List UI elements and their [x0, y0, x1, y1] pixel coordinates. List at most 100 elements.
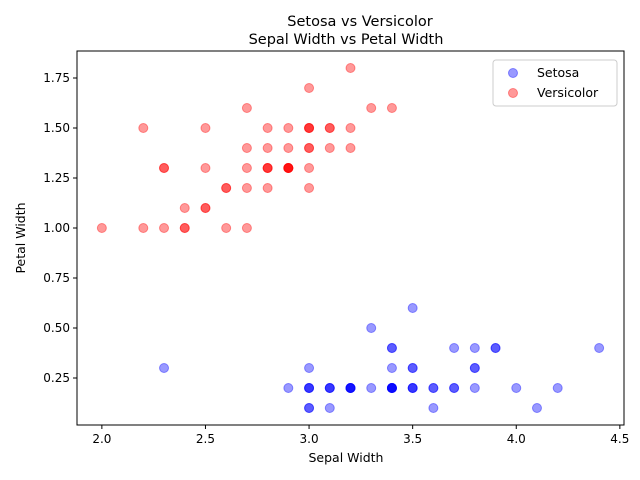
- data-point-versicolor: [241, 143, 252, 153]
- data-point-setosa: [345, 383, 356, 393]
- data-point-setosa: [386, 343, 397, 353]
- x-tick-label: 4.5: [610, 432, 629, 446]
- data-point-setosa: [407, 363, 418, 373]
- data-point-setosa: [324, 403, 335, 413]
- data-point-setosa: [304, 383, 315, 393]
- data-point-versicolor: [241, 163, 252, 173]
- data-point-setosa: [345, 383, 356, 393]
- data-point-versicolor: [200, 163, 211, 173]
- data-point-versicolor: [304, 143, 315, 153]
- data-point-versicolor: [345, 63, 356, 73]
- data-point-versicolor: [304, 143, 315, 153]
- data-point-setosa: [324, 383, 335, 393]
- data-point-versicolor: [324, 143, 335, 153]
- data-point-versicolor: [262, 163, 273, 173]
- data-point-setosa: [304, 403, 315, 413]
- data-point-versicolor: [221, 183, 232, 193]
- data-point-setosa: [366, 323, 377, 333]
- data-point-setosa: [386, 383, 397, 393]
- data-point-setosa: [449, 383, 460, 393]
- data-point-versicolor: [241, 223, 252, 233]
- series-versicolor: [96, 63, 397, 233]
- data-point-setosa: [386, 383, 397, 393]
- data-point-versicolor: [304, 83, 315, 93]
- plot-frame: [76, 50, 625, 426]
- data-point-versicolor: [304, 183, 315, 193]
- data-point-versicolor: [262, 143, 273, 153]
- data-point-versicolor: [262, 163, 273, 173]
- data-point-versicolor: [283, 163, 294, 173]
- data-point-versicolor: [304, 123, 315, 133]
- data-point-versicolor: [345, 143, 356, 153]
- data-point-versicolor: [304, 163, 315, 173]
- x-axis-label: Sepal Width: [309, 450, 384, 465]
- ticks-layer: 2.0 2.5 3.0 3.5 4.0 4.5 0.25 0.50 0.75 1.00 1.25 1.…: [43, 71, 629, 446]
- data-point-setosa: [324, 383, 335, 393]
- data-point-versicolor: [179, 223, 190, 233]
- data-point-versicolor: [200, 203, 211, 213]
- data-point-versicolor: [221, 183, 232, 193]
- data-point-setosa: [283, 383, 294, 393]
- data-point-versicolor: [241, 103, 252, 113]
- data-point-versicolor: [324, 123, 335, 133]
- data-point-versicolor: [386, 103, 397, 113]
- data-point-setosa: [386, 383, 397, 393]
- x-tick-label: 3.5: [403, 432, 422, 446]
- data-point-setosa: [386, 383, 397, 393]
- data-point-versicolor: [200, 203, 211, 213]
- data-point-setosa: [386, 363, 397, 373]
- data-point-setosa: [324, 383, 335, 393]
- data-point-versicolor: [159, 163, 170, 173]
- y-tick-label: 1.50: [43, 121, 70, 135]
- data-point-setosa: [449, 383, 460, 393]
- y-tick-label: 1.25: [43, 171, 70, 185]
- legend-label-versicolor: Versicolor: [537, 85, 599, 100]
- data-point-setosa: [531, 403, 542, 413]
- data-point-setosa: [428, 383, 439, 393]
- data-point-setosa: [428, 403, 439, 413]
- data-point-setosa: [345, 383, 356, 393]
- data-point-versicolor: [96, 223, 107, 233]
- data-point-versicolor: [283, 163, 294, 173]
- x-tick-label: 3.0: [300, 432, 319, 446]
- data-point-setosa: [407, 383, 418, 393]
- data-point-versicolor: [283, 143, 294, 153]
- data-point-versicolor: [283, 163, 294, 173]
- y-tick-label: 1.00: [43, 221, 70, 235]
- data-point-setosa: [594, 343, 605, 353]
- data-point-versicolor: [366, 103, 377, 113]
- data-point-versicolor: [241, 183, 252, 193]
- data-point-setosa: [428, 383, 439, 393]
- y-axis-label: Petal Width: [13, 202, 28, 273]
- data-point-setosa: [366, 383, 377, 393]
- x-tick-label: 4.0: [507, 432, 526, 446]
- data-point-versicolor: [138, 223, 149, 233]
- data-point-versicolor: [283, 163, 294, 173]
- data-point-setosa: [304, 383, 315, 393]
- data-point-setosa: [159, 363, 170, 373]
- data-point-setosa: [304, 383, 315, 393]
- data-point-versicolor: [179, 223, 190, 233]
- legend: Setosa Versicolor: [492, 59, 618, 107]
- chart-subtitle: Sepal Width vs Petal Width: [249, 32, 444, 48]
- data-point-setosa: [469, 363, 480, 373]
- data-point-versicolor: [283, 163, 294, 173]
- data-point-setosa: [407, 383, 418, 393]
- data-point-setosa: [511, 383, 522, 393]
- data-point-versicolor: [283, 123, 294, 133]
- data-point-setosa: [386, 383, 397, 393]
- x-tick-label: 2.0: [92, 432, 111, 446]
- data-point-setosa: [469, 383, 480, 393]
- data-point-setosa: [490, 343, 501, 353]
- data-point-versicolor: [262, 163, 273, 173]
- data-point-setosa: [345, 383, 356, 393]
- chart-title: Setosa vs Versicolor: [287, 14, 432, 30]
- legend-box: [492, 59, 618, 107]
- data-point-setosa: [407, 383, 418, 393]
- data-point-versicolor: [179, 203, 190, 213]
- series-setosa: [159, 303, 605, 413]
- data-point-versicolor: [324, 123, 335, 133]
- data-point-versicolor: [138, 123, 149, 133]
- data-point-setosa: [407, 363, 418, 373]
